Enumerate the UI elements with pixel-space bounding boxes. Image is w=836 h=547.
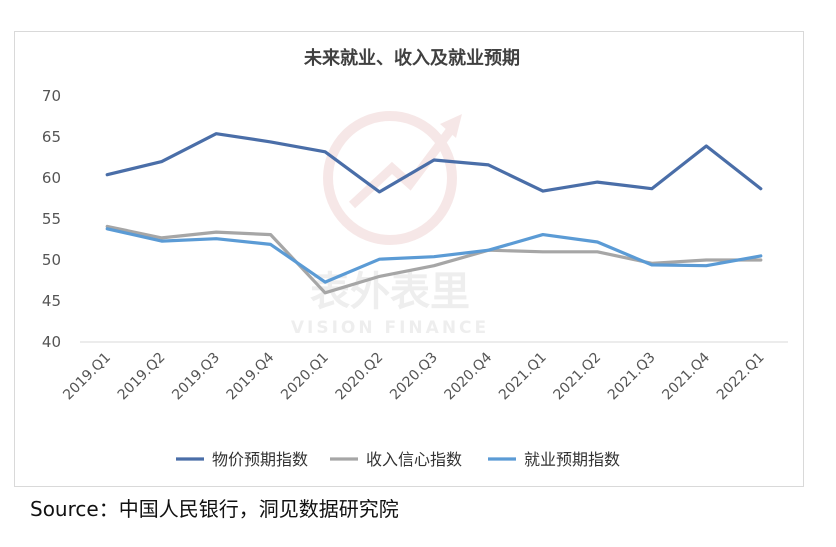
y-tick-label: 50: [42, 251, 61, 269]
legend: 物价预期指数 收入信心指数 就业预期指数: [176, 450, 620, 469]
x-tick-label: 2021.Q2: [550, 350, 604, 404]
x-tick-label: 2020.Q2: [333, 350, 387, 404]
y-tick-label: 60: [42, 169, 61, 187]
x-tick-label: 2019.Q3: [169, 350, 223, 404]
source-note: Source：中国人民银行，洞见数据研究院: [30, 497, 399, 521]
y-tick-label: 45: [42, 292, 61, 310]
x-tick-label: 2021.Q1: [496, 350, 550, 404]
x-tick-label: 2019.Q4: [224, 349, 278, 403]
series-line-1: [105, 132, 763, 194]
series-lines: [105, 132, 763, 295]
y-tick-label: 70: [42, 87, 61, 105]
y-tick-label: 55: [42, 210, 61, 228]
legend-label-3: 就业预期指数: [524, 450, 620, 469]
x-tick-label: 2019.Q1: [60, 350, 114, 404]
x-tick-label: 2021.Q4: [659, 349, 713, 403]
y-tick-label: 65: [42, 128, 61, 146]
series-line-3: [105, 227, 763, 284]
y-tick-label: 40: [42, 333, 61, 351]
watermark-brand-en: VISION FINANCE: [291, 318, 489, 338]
x-tick-label: 2019.Q2: [115, 350, 169, 404]
chart-title: 未来就业、收入及就业预期: [304, 47, 520, 69]
legend-label-1: 物价预期指数: [212, 450, 308, 469]
y-axis: 40 45 50 55 60 65 70: [42, 87, 61, 351]
x-tick-label: 2022.Q1: [714, 350, 768, 404]
watermark-logo: 表外表里 VISION FINANCE: [291, 111, 489, 338]
watermark-ring: [323, 111, 457, 245]
legend-label-2: 收入信心指数: [366, 450, 462, 469]
x-tick-label: 2020.Q4: [442, 349, 496, 403]
x-tick-label: 2020.Q3: [387, 350, 441, 404]
watermark-arrowhead: [440, 114, 462, 138]
x-axis: 2019.Q1 2019.Q2 2019.Q3 2019.Q4 2020.Q1 2020.…: [60, 349, 767, 403]
x-tick-label: 2021.Q3: [605, 350, 659, 404]
x-tick-label: 2020.Q1: [278, 350, 332, 404]
